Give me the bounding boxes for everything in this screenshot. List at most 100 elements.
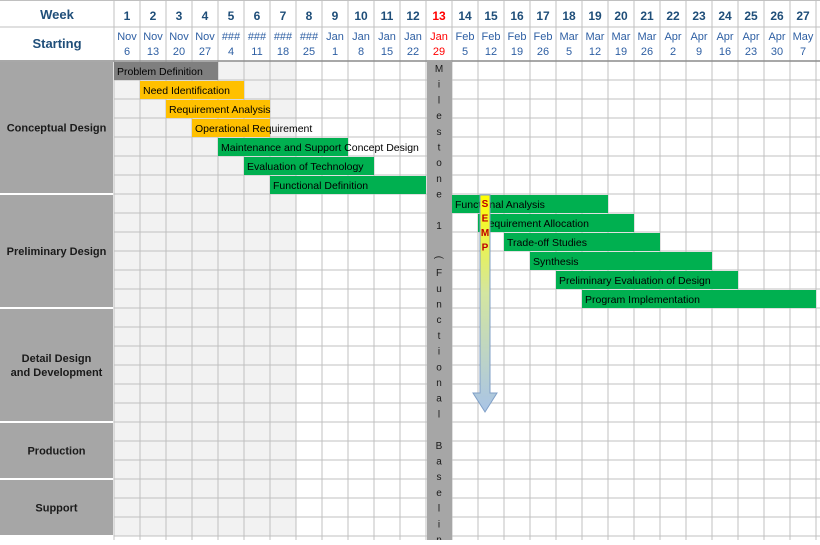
week-number: 19 [588, 9, 602, 23]
starting-header-label: Starting [32, 36, 81, 51]
task-label: Evaluation of Technology [247, 161, 364, 173]
semp-char: M [481, 228, 489, 239]
phase-block [0, 480, 113, 535]
week-number: 14 [458, 9, 472, 23]
task-label: Synthesis [533, 256, 579, 268]
week-day: 11 [251, 46, 262, 58]
week-day: 1 [332, 46, 338, 58]
week-day: 2 [670, 46, 676, 58]
task-label: Functional Analysis [455, 199, 545, 211]
phase-label: Detail Design and Development [11, 353, 103, 379]
task-label: Preliminary Evaluation of Design [559, 275, 711, 287]
week-month: Nov [169, 31, 189, 43]
week-month: Nov [143, 31, 163, 43]
milestone-char: e [436, 488, 442, 499]
milestone-char: c [437, 315, 442, 326]
milestone-char: a [436, 394, 442, 405]
phase-label: Conceptual Design [7, 123, 107, 135]
task-label: Problem Definition [117, 66, 203, 78]
week-number: 16 [510, 9, 524, 23]
task-bar [244, 157, 374, 175]
week-day: 12 [485, 46, 497, 58]
week-month: Feb [482, 31, 501, 43]
semp-char: E [482, 214, 489, 225]
phase-block [0, 195, 113, 307]
week-day: 18 [277, 46, 289, 58]
week-day: 13 [147, 46, 159, 58]
week-number: 18 [562, 9, 576, 23]
milestone-char: u [436, 284, 442, 295]
week-day: 5 [566, 46, 572, 58]
week-number: 6 [254, 9, 261, 23]
phase-block [0, 423, 113, 478]
phase-label: Support [35, 503, 77, 515]
week-day: 12 [589, 46, 601, 58]
milestone-char: e [436, 190, 442, 201]
milestone-char: ( [433, 256, 444, 260]
milestone-char: F [436, 268, 442, 279]
week-day: 4 [228, 46, 234, 58]
semp-char: S [482, 199, 489, 210]
task-label: Need Identification [143, 85, 230, 97]
week-day: 5 [462, 46, 468, 58]
week-number: 25 [744, 9, 758, 23]
milestone-char: o [436, 362, 442, 373]
week-month: Feb [534, 31, 553, 43]
week-number: 15 [484, 9, 498, 23]
milestone-char: n [436, 174, 442, 185]
week-number: 8 [306, 9, 313, 23]
milestone-char: B [436, 441, 443, 452]
week-number: 21 [640, 9, 654, 23]
milestone-char: n [436, 535, 442, 540]
week-number: 4 [202, 9, 209, 23]
milestone-char: s [437, 127, 442, 138]
phase-label: Production [27, 446, 85, 458]
week-number: 10 [354, 9, 368, 23]
task-bar [452, 195, 608, 213]
task-label: Operational Requirement [195, 123, 312, 135]
milestone-char: a [436, 457, 442, 468]
week-day: 26 [537, 46, 549, 58]
phase-label: Preliminary Design [7, 246, 107, 258]
week-month: Nov [117, 31, 137, 43]
task-label: Requirement Allocation [481, 218, 589, 230]
week-number: 23 [692, 9, 706, 23]
task-label: Program Implementation [585, 294, 700, 306]
week-number: 22 [666, 9, 680, 23]
week-day: 7 [800, 46, 806, 58]
week-day: 9 [696, 46, 702, 58]
milestone-char: l [438, 409, 440, 420]
week-month: Mar [586, 31, 605, 43]
task-label: Trade-off Studies [507, 237, 587, 249]
week-month: Apr [664, 31, 681, 43]
semp-arrow [472, 194, 498, 413]
task-bar [140, 81, 244, 99]
task-label: Maintenance and Support Concept Design [221, 142, 419, 154]
week-month: Feb [508, 31, 527, 43]
week-month: Apr [742, 31, 759, 43]
week-month: Mar [560, 31, 579, 43]
task-bar [582, 290, 816, 308]
week-day: 16 [719, 46, 731, 58]
milestone-char: l [438, 504, 440, 515]
week-number: 17 [536, 9, 550, 23]
week-month: Mar [612, 31, 631, 43]
week-day: 19 [615, 46, 627, 58]
week-month: Jan [326, 31, 344, 43]
milestone-char: M [435, 64, 443, 75]
week-day: 19 [511, 46, 523, 58]
week-day: 29 [433, 46, 445, 58]
week-month: ### [248, 31, 267, 43]
week-number: 24 [718, 9, 732, 23]
task-bar [218, 138, 348, 156]
week-day: 26 [641, 46, 653, 58]
week-month: ### [300, 31, 319, 43]
semp-char: P [482, 243, 489, 254]
milestone-char: 1 [436, 221, 442, 232]
week-month: Nov [195, 31, 215, 43]
week-month: Jan [404, 31, 422, 43]
week-number: 5 [228, 9, 235, 23]
milestone-char: n [436, 300, 442, 311]
milestone-char: e [436, 111, 442, 122]
